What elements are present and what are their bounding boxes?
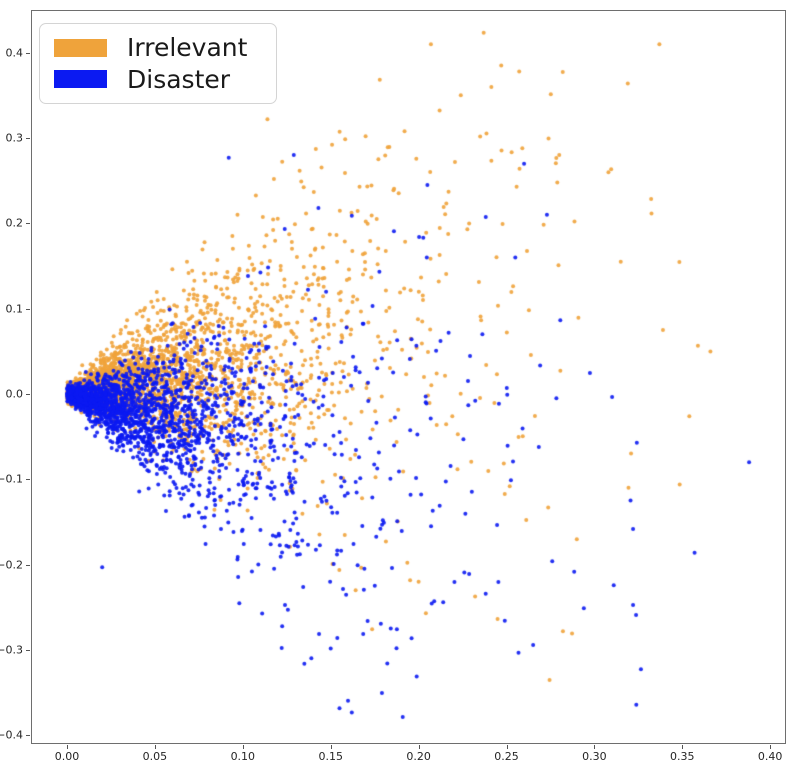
x-tick-mark: [418, 745, 420, 749]
x-tick-label: 0.35: [670, 750, 695, 763]
x-tick-label: 0.40: [757, 750, 783, 763]
x-tick-label: 0.20: [406, 750, 431, 763]
y-tick-mark: [26, 308, 30, 310]
x-tick-mark: [770, 745, 772, 749]
y-tick-label: 0.1: [5, 302, 24, 316]
x-tick-label: 0.15: [318, 750, 343, 763]
x-tick-mark: [67, 745, 69, 749]
x-tick-mark: [330, 745, 332, 749]
y-tick-label: −0.4: [0, 728, 23, 742]
y-tick-mark: [26, 223, 30, 225]
y-tick-mark: [26, 650, 30, 652]
legend-entry-irrelevant: Irrelevant: [54, 34, 262, 62]
x-tick-mark: [242, 745, 244, 749]
y-tick-label: 0.0: [5, 387, 24, 401]
y-tick-label: −0.2: [0, 558, 23, 572]
x-tick-label: 0.30: [582, 750, 607, 763]
y-tick-mark: [26, 52, 30, 54]
y-tick-mark: [26, 735, 30, 737]
x-tick-label: 0.05: [142, 750, 168, 763]
x-tick-mark: [154, 745, 156, 749]
y-tick-mark: [26, 564, 30, 566]
y-tick-label: −0.1: [0, 472, 23, 486]
y-tick-label: 0.4: [5, 46, 24, 60]
x-tick-label: 0.25: [494, 750, 519, 763]
y-tick-mark: [26, 479, 30, 481]
legend: Irrelevant Disaster: [39, 23, 277, 104]
y-tick-label: 0.2: [5, 216, 24, 230]
x-tick-mark: [682, 745, 684, 749]
y-tick-mark: [26, 394, 30, 396]
legend-entry-disaster: Disaster: [54, 64, 262, 94]
y-tick-label: −0.3: [0, 643, 23, 657]
x-tick-label: 0.00: [54, 750, 80, 763]
legend-swatch-irrelevant: [54, 38, 107, 57]
legend-swatch-disaster: [54, 70, 107, 89]
x-tick-label: 0.10: [230, 750, 256, 763]
x-tick-mark: [594, 745, 596, 749]
y-tick-mark: [26, 138, 30, 140]
y-tick-label: 0.3: [5, 131, 24, 145]
x-tick-mark: [506, 745, 508, 749]
legend-label-disaster: Disaster: [127, 64, 231, 94]
legend-label-irrelevant: Irrelevant: [127, 33, 248, 62]
